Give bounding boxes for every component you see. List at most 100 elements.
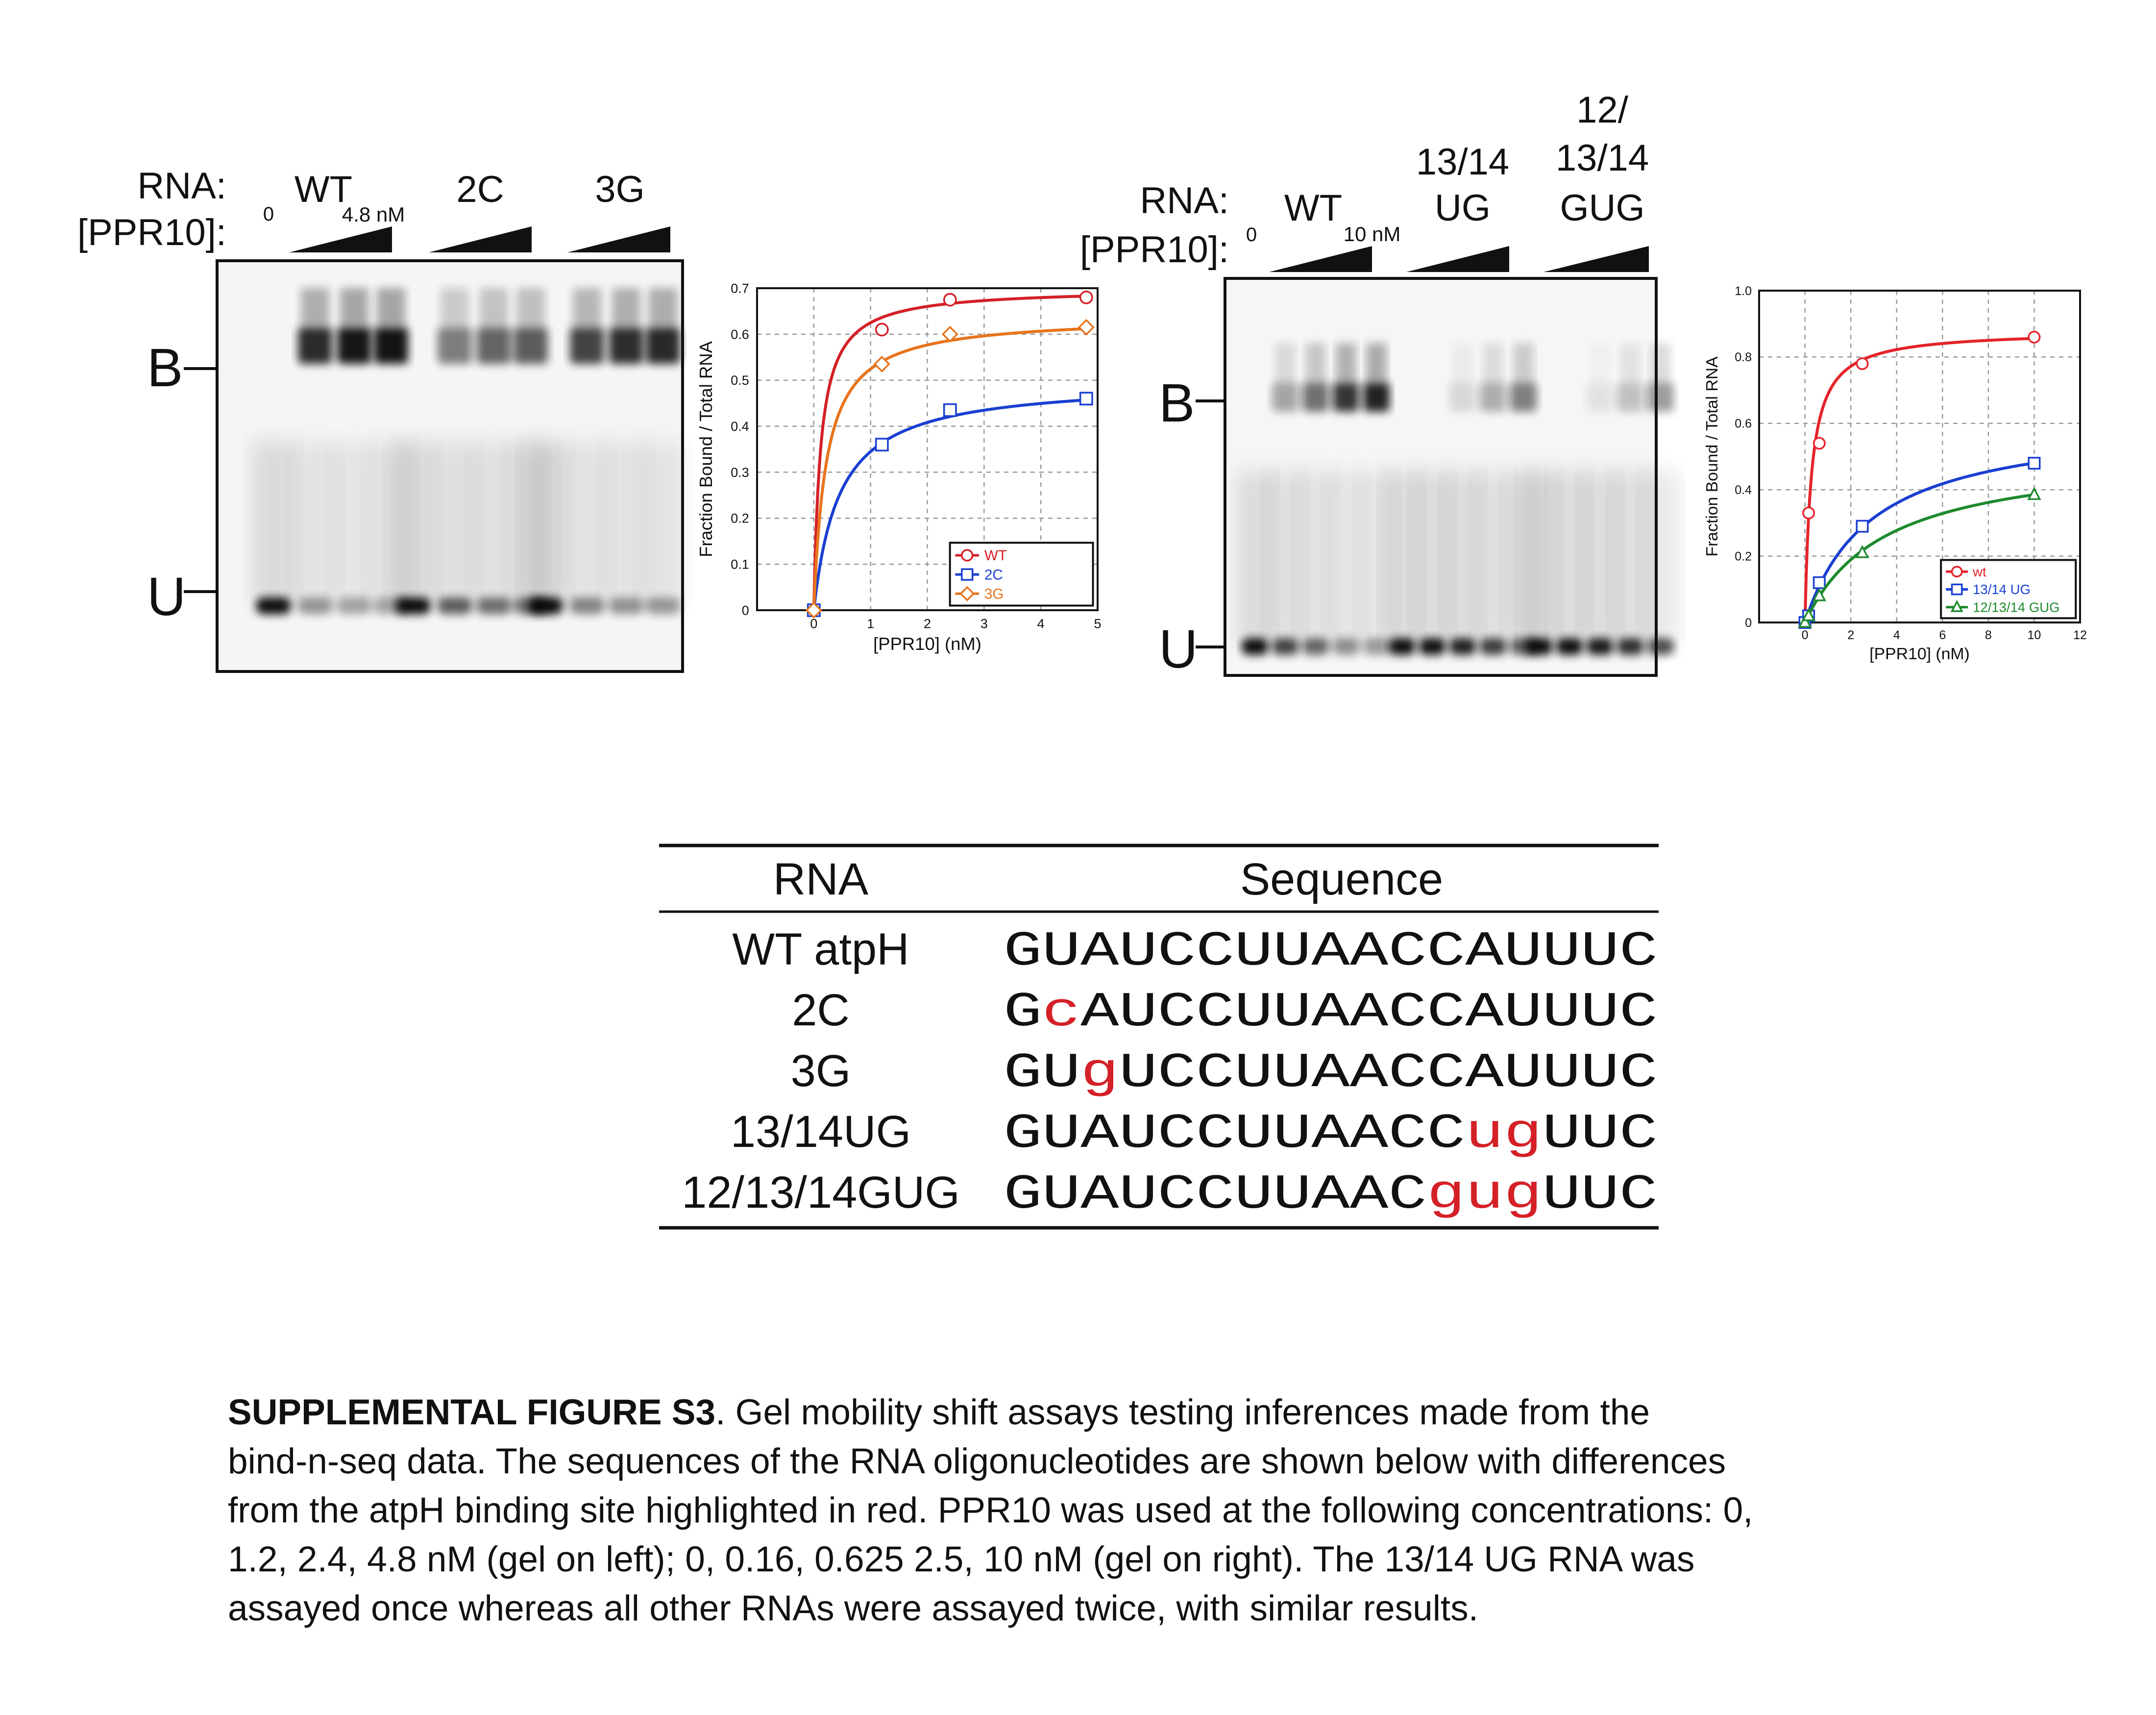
left-lane-label-wt: WT bbox=[294, 169, 352, 210]
fit-curve bbox=[1803, 461, 2034, 623]
bound-band bbox=[374, 327, 408, 364]
chart-legend: wt 13/14 UG 12/13/14 GUG bbox=[1940, 559, 2077, 620]
gel-lane bbox=[1267, 343, 1303, 655]
gel-lane bbox=[1384, 471, 1420, 655]
gel-lane bbox=[1328, 343, 1364, 655]
x-tick-label: 8 bbox=[1985, 628, 1992, 642]
legend-label: wt bbox=[1972, 564, 1986, 579]
chart-legend: WT 2C 3G bbox=[949, 542, 1094, 607]
y-tick-label: 0.6 bbox=[1735, 417, 1752, 431]
wildtype-bases: GUAUCCUUAACC bbox=[1004, 1107, 1465, 1162]
gel-lane bbox=[391, 441, 435, 614]
left-zero-conc-label: 0 bbox=[263, 203, 274, 225]
x-tick-label: 5 bbox=[1094, 616, 1101, 631]
right-lane-label-gug-line2: 13/14 bbox=[1556, 137, 1649, 179]
sequence: GUAUCCUUAAC gug UUC bbox=[1004, 1168, 1658, 1223]
bound-band bbox=[1647, 382, 1674, 412]
right-zero-conc-label: 0 bbox=[1246, 224, 1257, 246]
unbound-band bbox=[1617, 638, 1643, 655]
x-tick-label: 12 bbox=[2073, 628, 2087, 642]
fit-curve bbox=[1803, 493, 2034, 623]
unbound-band bbox=[256, 597, 291, 614]
unbound-band bbox=[1556, 638, 1583, 655]
right-gradient-wedge-gug bbox=[1544, 246, 1649, 272]
y-tick-label: 0.4 bbox=[1735, 483, 1752, 497]
right-unbound-marker: U bbox=[1159, 619, 1198, 679]
left-gel-border bbox=[216, 259, 684, 673]
legend-label: 12/13/14 GUG bbox=[1973, 599, 2059, 615]
left-gradient-wedge-wt bbox=[289, 226, 392, 252]
table-row: 3G GU g UCCUUAACCAUUUC bbox=[791, 1046, 1658, 1101]
unbound-band bbox=[298, 597, 332, 614]
y-tick-label: 0.2 bbox=[731, 511, 749, 526]
gel-lane bbox=[1445, 343, 1481, 655]
gel-lane bbox=[293, 288, 337, 614]
figure-caption: SUPPLEMENTAL FIGURE S3. Gel mobility shi… bbox=[228, 1388, 2041, 1633]
unbound-band bbox=[477, 597, 511, 614]
caption-line-3: from the atpH binding site highlighted i… bbox=[228, 1491, 1753, 1530]
gel-lane bbox=[1521, 471, 1557, 655]
y-axis-label: Fraction Bound / Total RNA bbox=[1703, 356, 1721, 557]
data-point bbox=[873, 355, 890, 373]
right-lane-label-wt: WT bbox=[1284, 187, 1342, 229]
unbound-band bbox=[1333, 638, 1359, 655]
gel-lane bbox=[433, 288, 477, 614]
unbound-band bbox=[1449, 638, 1476, 655]
y-tick-label: 1.0 bbox=[1735, 284, 1752, 298]
mutated-bases: gug bbox=[1427, 1168, 1543, 1223]
gel-lane bbox=[1475, 343, 1511, 655]
gel-lane bbox=[1298, 343, 1334, 655]
fit-curve bbox=[1803, 337, 2034, 623]
wildtype-bases: GUAUCCUUAACCAUUUC bbox=[1004, 924, 1658, 980]
series-wt bbox=[807, 290, 1093, 617]
rna-name: 3G bbox=[791, 1046, 851, 1096]
legend-label: 3G bbox=[984, 586, 1004, 602]
unbound-band bbox=[337, 597, 371, 614]
table-header-sequence: Sequence bbox=[1240, 854, 1443, 904]
left-lane-label-2c: 2C bbox=[456, 169, 504, 210]
data-point bbox=[1798, 614, 1812, 628]
plot-frame bbox=[1758, 290, 2081, 623]
data-point bbox=[2028, 330, 2041, 344]
series-12-13-14-gug bbox=[1798, 487, 2041, 628]
wildtype-bases: GUAUCCUUAAC bbox=[1004, 1168, 1427, 1223]
rna-name: WT atpH bbox=[732, 924, 909, 974]
right-gradient-wedge-wt bbox=[1269, 246, 1372, 272]
data-point bbox=[941, 325, 958, 343]
legend-label: 13/14 UG bbox=[1973, 582, 2031, 597]
bound-band bbox=[1617, 382, 1643, 412]
right-ppr-label: [PPR10]: bbox=[1080, 229, 1229, 271]
caption-line-4: 1.2, 2.4, 4.8 nM (gel on left); 0, 0.16,… bbox=[228, 1540, 1695, 1579]
right-lane-label-ug-line2: UG bbox=[1435, 187, 1491, 229]
data-point bbox=[1812, 588, 1826, 601]
gel-lane bbox=[251, 441, 295, 614]
left-rna-label: RNA: bbox=[137, 165, 226, 207]
left-gel-panel: RNA: [PPR10]: 0 4.8 nM WT 2C 3G B U bbox=[77, 165, 685, 673]
caption-title: SUPPLEMENTAL FIGURE S3 bbox=[228, 1392, 716, 1432]
data-point bbox=[875, 323, 889, 337]
x-tick-label: 4 bbox=[1893, 628, 1900, 642]
unbound-band bbox=[1526, 638, 1552, 655]
y-tick-label: 0.2 bbox=[1735, 549, 1752, 563]
y-tick-label: 0.7 bbox=[731, 281, 749, 296]
unbound-band bbox=[1363, 638, 1390, 655]
right-gel-panel: RNA: [PPR10]: 0 10 nM WT 13/14 UG 12/ 13… bbox=[1080, 89, 1679, 679]
gel-lane bbox=[1582, 382, 1618, 655]
data-point bbox=[1801, 608, 1816, 621]
left-max-conc-label: 4.8 nM bbox=[342, 203, 405, 226]
bound-band bbox=[298, 327, 332, 364]
data-point bbox=[875, 438, 889, 452]
unbound-band bbox=[1419, 638, 1446, 655]
x-tick-label: 0 bbox=[810, 616, 817, 631]
y-tick-label: 0 bbox=[742, 603, 749, 618]
left-gel-image bbox=[216, 259, 685, 673]
right-bound-marker: B bbox=[1159, 373, 1195, 433]
y-tick-label: 0.5 bbox=[731, 373, 749, 388]
right-gel-image bbox=[1224, 277, 1679, 677]
rna-name: 2C bbox=[792, 985, 850, 1035]
y-tick-label: 0 bbox=[1745, 616, 1752, 630]
table-row: WT atpH GUAUCCUUAACCAUUUC bbox=[732, 924, 1658, 980]
